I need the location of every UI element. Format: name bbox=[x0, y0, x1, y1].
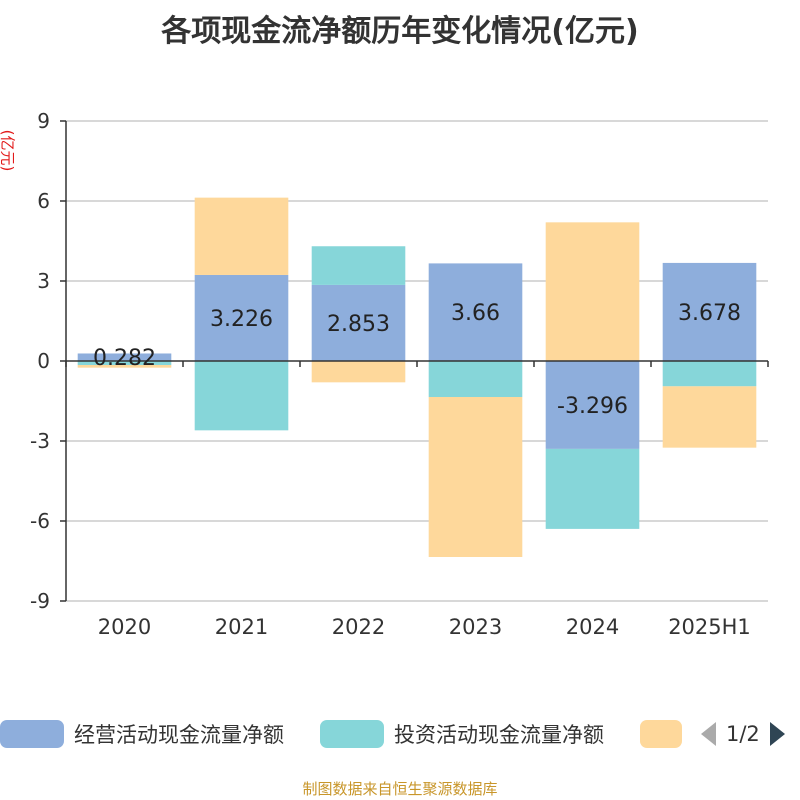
bar-series0-2025H1 bbox=[662, 262, 757, 361]
y-tick-label: 3 bbox=[37, 269, 50, 293]
legend-pager: 1/2 bbox=[700, 714, 786, 754]
bar-series1-2020 bbox=[77, 361, 172, 365]
x-tick-label: 2022 bbox=[332, 615, 385, 639]
pager-indicator: 1/2 bbox=[726, 722, 760, 746]
source-note: 制图数据来自恒生聚源数据库 bbox=[302, 780, 498, 798]
bar-series1-2024 bbox=[545, 448, 640, 529]
y-tick-label: -6 bbox=[30, 509, 50, 533]
bar-series0-2024 bbox=[545, 361, 640, 449]
data-label-2021: 3.226 bbox=[210, 307, 273, 332]
x-tick-label: 2024 bbox=[566, 615, 619, 639]
pager-next-icon[interactable] bbox=[768, 721, 786, 747]
bar-series2-2020 bbox=[77, 365, 172, 368]
bar-series2-2024 bbox=[545, 222, 640, 361]
legend: 经营活动现金流量净额 投资活动现金流量净额 1/2 bbox=[0, 714, 800, 754]
bar-series1-2023 bbox=[428, 361, 523, 397]
bar-series0-2021 bbox=[194, 274, 289, 361]
data-label-2020: 0.282 bbox=[93, 346, 156, 371]
data-label-2025H1: 3.678 bbox=[678, 301, 741, 326]
legend-label-investing: 投资活动现金流量净额 bbox=[394, 723, 604, 747]
bar-layer bbox=[77, 197, 757, 557]
grid-layer bbox=[66, 120, 768, 602]
bar-series1-2021 bbox=[194, 361, 289, 431]
legend-label-operating: 经营活动现金流量净额 bbox=[74, 723, 284, 747]
bar-series2-2025H1 bbox=[662, 386, 757, 448]
y-tick-label: 6 bbox=[37, 189, 50, 213]
x-tick-label: 2023 bbox=[449, 615, 502, 639]
bar-series0-2023 bbox=[428, 263, 523, 361]
x-tick-label: 2020 bbox=[98, 615, 151, 639]
chart-title: 各项现金流净额历年变化情况(亿元) bbox=[161, 14, 639, 49]
chart-plot: 9 6 3 0 -3 -6 -9 2020 2021 2022 2023 2024 2025H1 0.2… bbox=[30, 109, 769, 639]
y-tick-label: -3 bbox=[30, 429, 50, 453]
legend-item-operating[interactable]: 经营活动现金流量净额 bbox=[0, 714, 284, 754]
bar-series2-2021 bbox=[194, 197, 289, 275]
legend-swatch-investing bbox=[320, 720, 384, 748]
pager-prev-icon[interactable] bbox=[700, 721, 718, 747]
y-tick-label: -9 bbox=[30, 589, 50, 613]
data-label-2022: 2.853 bbox=[327, 312, 390, 337]
legend-swatch-financing bbox=[640, 720, 682, 748]
data-label-2024: -3.296 bbox=[557, 394, 628, 419]
legend-item-investing[interactable]: 投资活动现金流量净额 bbox=[320, 714, 604, 754]
axis-layer: 9 6 3 0 -3 -6 -9 2020 2021 2022 2023 2024 2025H1 bbox=[30, 109, 769, 639]
bar-series1-2025H1 bbox=[662, 361, 757, 387]
y-tick-label: 9 bbox=[37, 109, 50, 133]
legend-item-financing[interactable] bbox=[640, 714, 682, 754]
bar-series0-2022 bbox=[311, 284, 406, 361]
bar-series0-2020 bbox=[77, 353, 172, 361]
y-tick-label: 0 bbox=[37, 349, 50, 373]
legend-swatch-operating bbox=[0, 720, 64, 748]
bar-series2-2022 bbox=[311, 361, 406, 383]
bar-series2-2023 bbox=[428, 397, 523, 557]
bar-series1-2022 bbox=[311, 246, 406, 285]
x-tick-label: 2025H1 bbox=[668, 615, 751, 639]
label-layer: 0.282 3.226 2.853 3.66 -3.296 3.678 bbox=[93, 301, 741, 419]
data-label-2023: 3.66 bbox=[451, 301, 500, 326]
x-tick-label: 2021 bbox=[215, 615, 268, 639]
